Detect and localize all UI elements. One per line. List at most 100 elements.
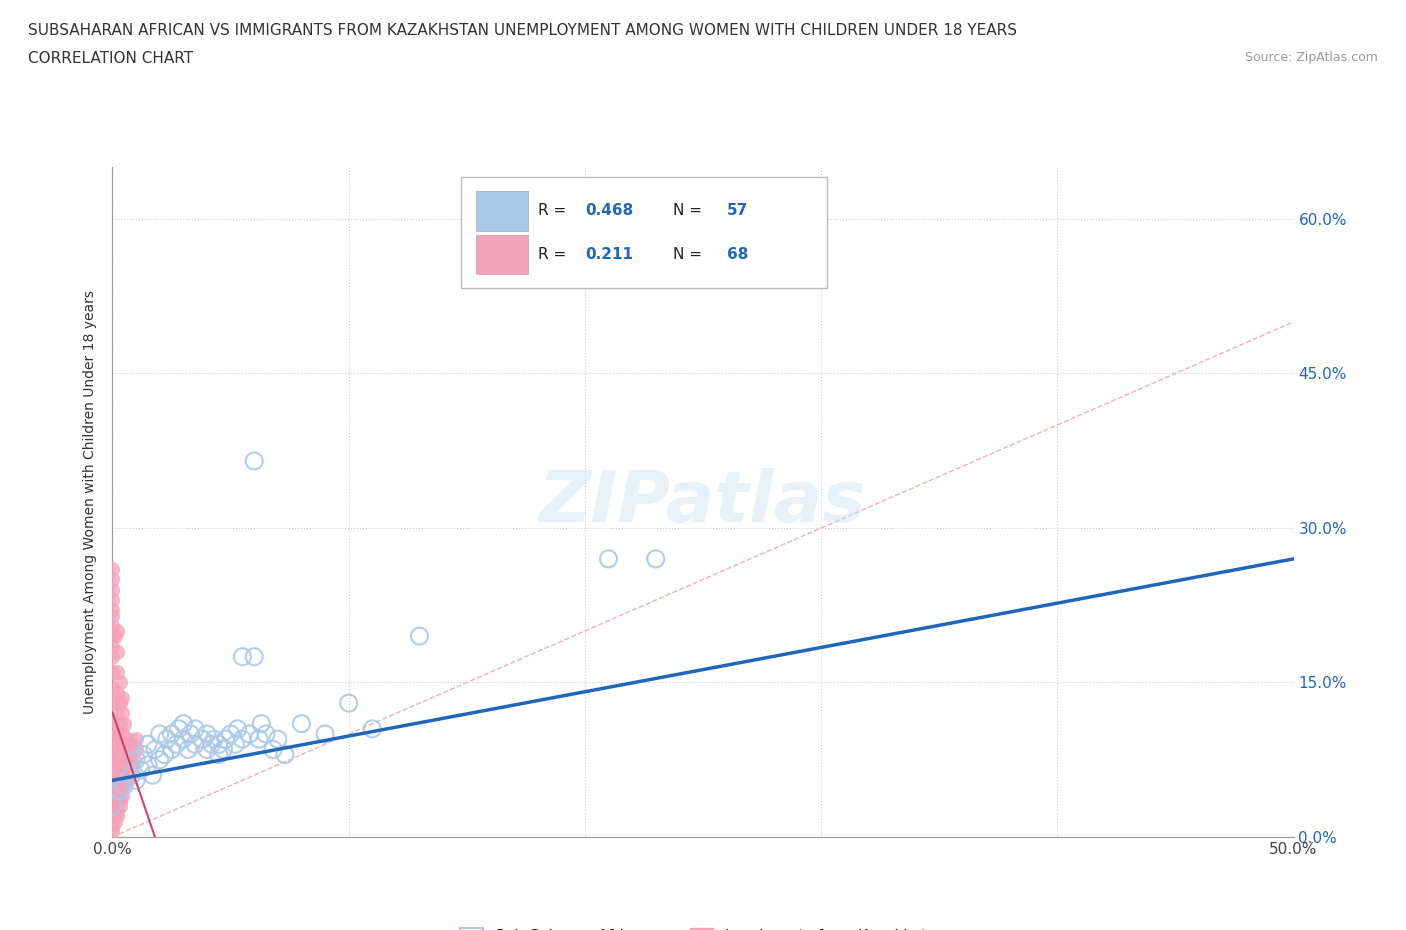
Point bbox=[101, 799, 124, 814]
Point bbox=[274, 747, 297, 762]
Point bbox=[105, 747, 128, 762]
Point bbox=[105, 665, 128, 680]
Point bbox=[105, 804, 128, 818]
Point bbox=[101, 809, 124, 824]
Point bbox=[101, 639, 124, 654]
Point bbox=[254, 726, 277, 741]
Point bbox=[290, 716, 312, 731]
Point bbox=[132, 747, 155, 762]
Point bbox=[112, 778, 135, 793]
Point bbox=[101, 763, 124, 777]
Point bbox=[224, 737, 246, 751]
Point bbox=[101, 618, 124, 633]
Point bbox=[108, 696, 131, 711]
Point bbox=[231, 649, 253, 664]
Point bbox=[105, 768, 128, 783]
Text: Source: ZipAtlas.com: Source: ZipAtlas.com bbox=[1244, 51, 1378, 64]
Point bbox=[108, 716, 131, 731]
Point bbox=[226, 722, 249, 737]
Y-axis label: Unemployment Among Women with Children Under 18 years: Unemployment Among Women with Children U… bbox=[83, 290, 97, 714]
Point bbox=[104, 814, 127, 829]
Point bbox=[136, 757, 159, 772]
Point bbox=[120, 737, 142, 751]
Text: 0.468: 0.468 bbox=[585, 204, 633, 219]
Point bbox=[101, 696, 124, 711]
Point bbox=[125, 732, 148, 747]
Point bbox=[104, 757, 127, 772]
Text: R =: R = bbox=[537, 204, 571, 219]
Point bbox=[250, 716, 273, 731]
Point bbox=[112, 778, 135, 793]
Text: SUBSAHARAN AFRICAN VS IMMIGRANTS FROM KAZAKHSTAN UNEMPLOYMENT AMONG WOMEN WITH C: SUBSAHARAN AFRICAN VS IMMIGRANTS FROM KA… bbox=[28, 23, 1017, 38]
Point bbox=[105, 789, 128, 804]
Point bbox=[101, 711, 124, 726]
Point bbox=[101, 592, 124, 607]
Text: 57: 57 bbox=[727, 204, 748, 219]
Point bbox=[238, 726, 260, 741]
Point bbox=[111, 747, 134, 762]
Point bbox=[149, 726, 172, 741]
Point bbox=[129, 763, 152, 777]
Point bbox=[231, 732, 253, 747]
Point bbox=[101, 722, 124, 737]
Text: R =: R = bbox=[537, 247, 575, 262]
Point bbox=[101, 665, 124, 680]
Point bbox=[191, 732, 214, 747]
Point bbox=[177, 742, 200, 757]
Point bbox=[160, 726, 183, 741]
Point bbox=[112, 716, 135, 731]
Point bbox=[104, 629, 127, 644]
Point bbox=[167, 722, 190, 737]
Point bbox=[101, 773, 124, 788]
Text: N =: N = bbox=[673, 247, 703, 262]
Point bbox=[104, 778, 127, 793]
Point bbox=[105, 706, 128, 721]
Point bbox=[111, 726, 134, 741]
Point bbox=[149, 752, 172, 767]
Point bbox=[112, 757, 135, 772]
Point bbox=[101, 732, 124, 747]
Point bbox=[120, 757, 142, 772]
Point bbox=[361, 722, 384, 737]
Point bbox=[172, 732, 194, 747]
Point bbox=[101, 603, 124, 618]
Point bbox=[644, 551, 666, 566]
Point bbox=[111, 768, 134, 783]
Point bbox=[179, 726, 201, 741]
Text: 0.211: 0.211 bbox=[585, 247, 633, 262]
Point bbox=[120, 768, 142, 783]
Point bbox=[337, 696, 360, 711]
Point bbox=[118, 747, 141, 762]
Point bbox=[208, 747, 231, 762]
Point bbox=[101, 742, 124, 757]
Point bbox=[111, 789, 134, 804]
Point bbox=[165, 737, 187, 751]
Point bbox=[125, 773, 148, 788]
Point bbox=[262, 742, 284, 757]
Point bbox=[101, 752, 124, 767]
Point bbox=[108, 783, 131, 798]
Text: N =: N = bbox=[673, 204, 703, 219]
Point bbox=[215, 732, 238, 747]
Legend: Sub-Saharan Africans, Immigrants from Kazakhstan: Sub-Saharan Africans, Immigrants from Ka… bbox=[454, 922, 952, 930]
Point bbox=[408, 629, 430, 644]
Point bbox=[125, 742, 148, 757]
Point bbox=[142, 768, 165, 783]
FancyBboxPatch shape bbox=[461, 178, 827, 288]
Point bbox=[105, 623, 128, 638]
Point bbox=[101, 572, 124, 587]
Point bbox=[243, 649, 266, 664]
Point bbox=[108, 757, 131, 772]
Point bbox=[108, 675, 131, 690]
Point bbox=[101, 629, 124, 644]
Point bbox=[101, 582, 124, 597]
Text: CORRELATION CHART: CORRELATION CHART bbox=[28, 51, 193, 66]
Point bbox=[267, 732, 290, 747]
Point bbox=[153, 747, 176, 762]
Point bbox=[105, 809, 128, 824]
Point bbox=[160, 742, 183, 757]
Point bbox=[112, 737, 135, 751]
Point bbox=[212, 742, 235, 757]
Point bbox=[195, 726, 218, 741]
Point bbox=[202, 732, 225, 747]
